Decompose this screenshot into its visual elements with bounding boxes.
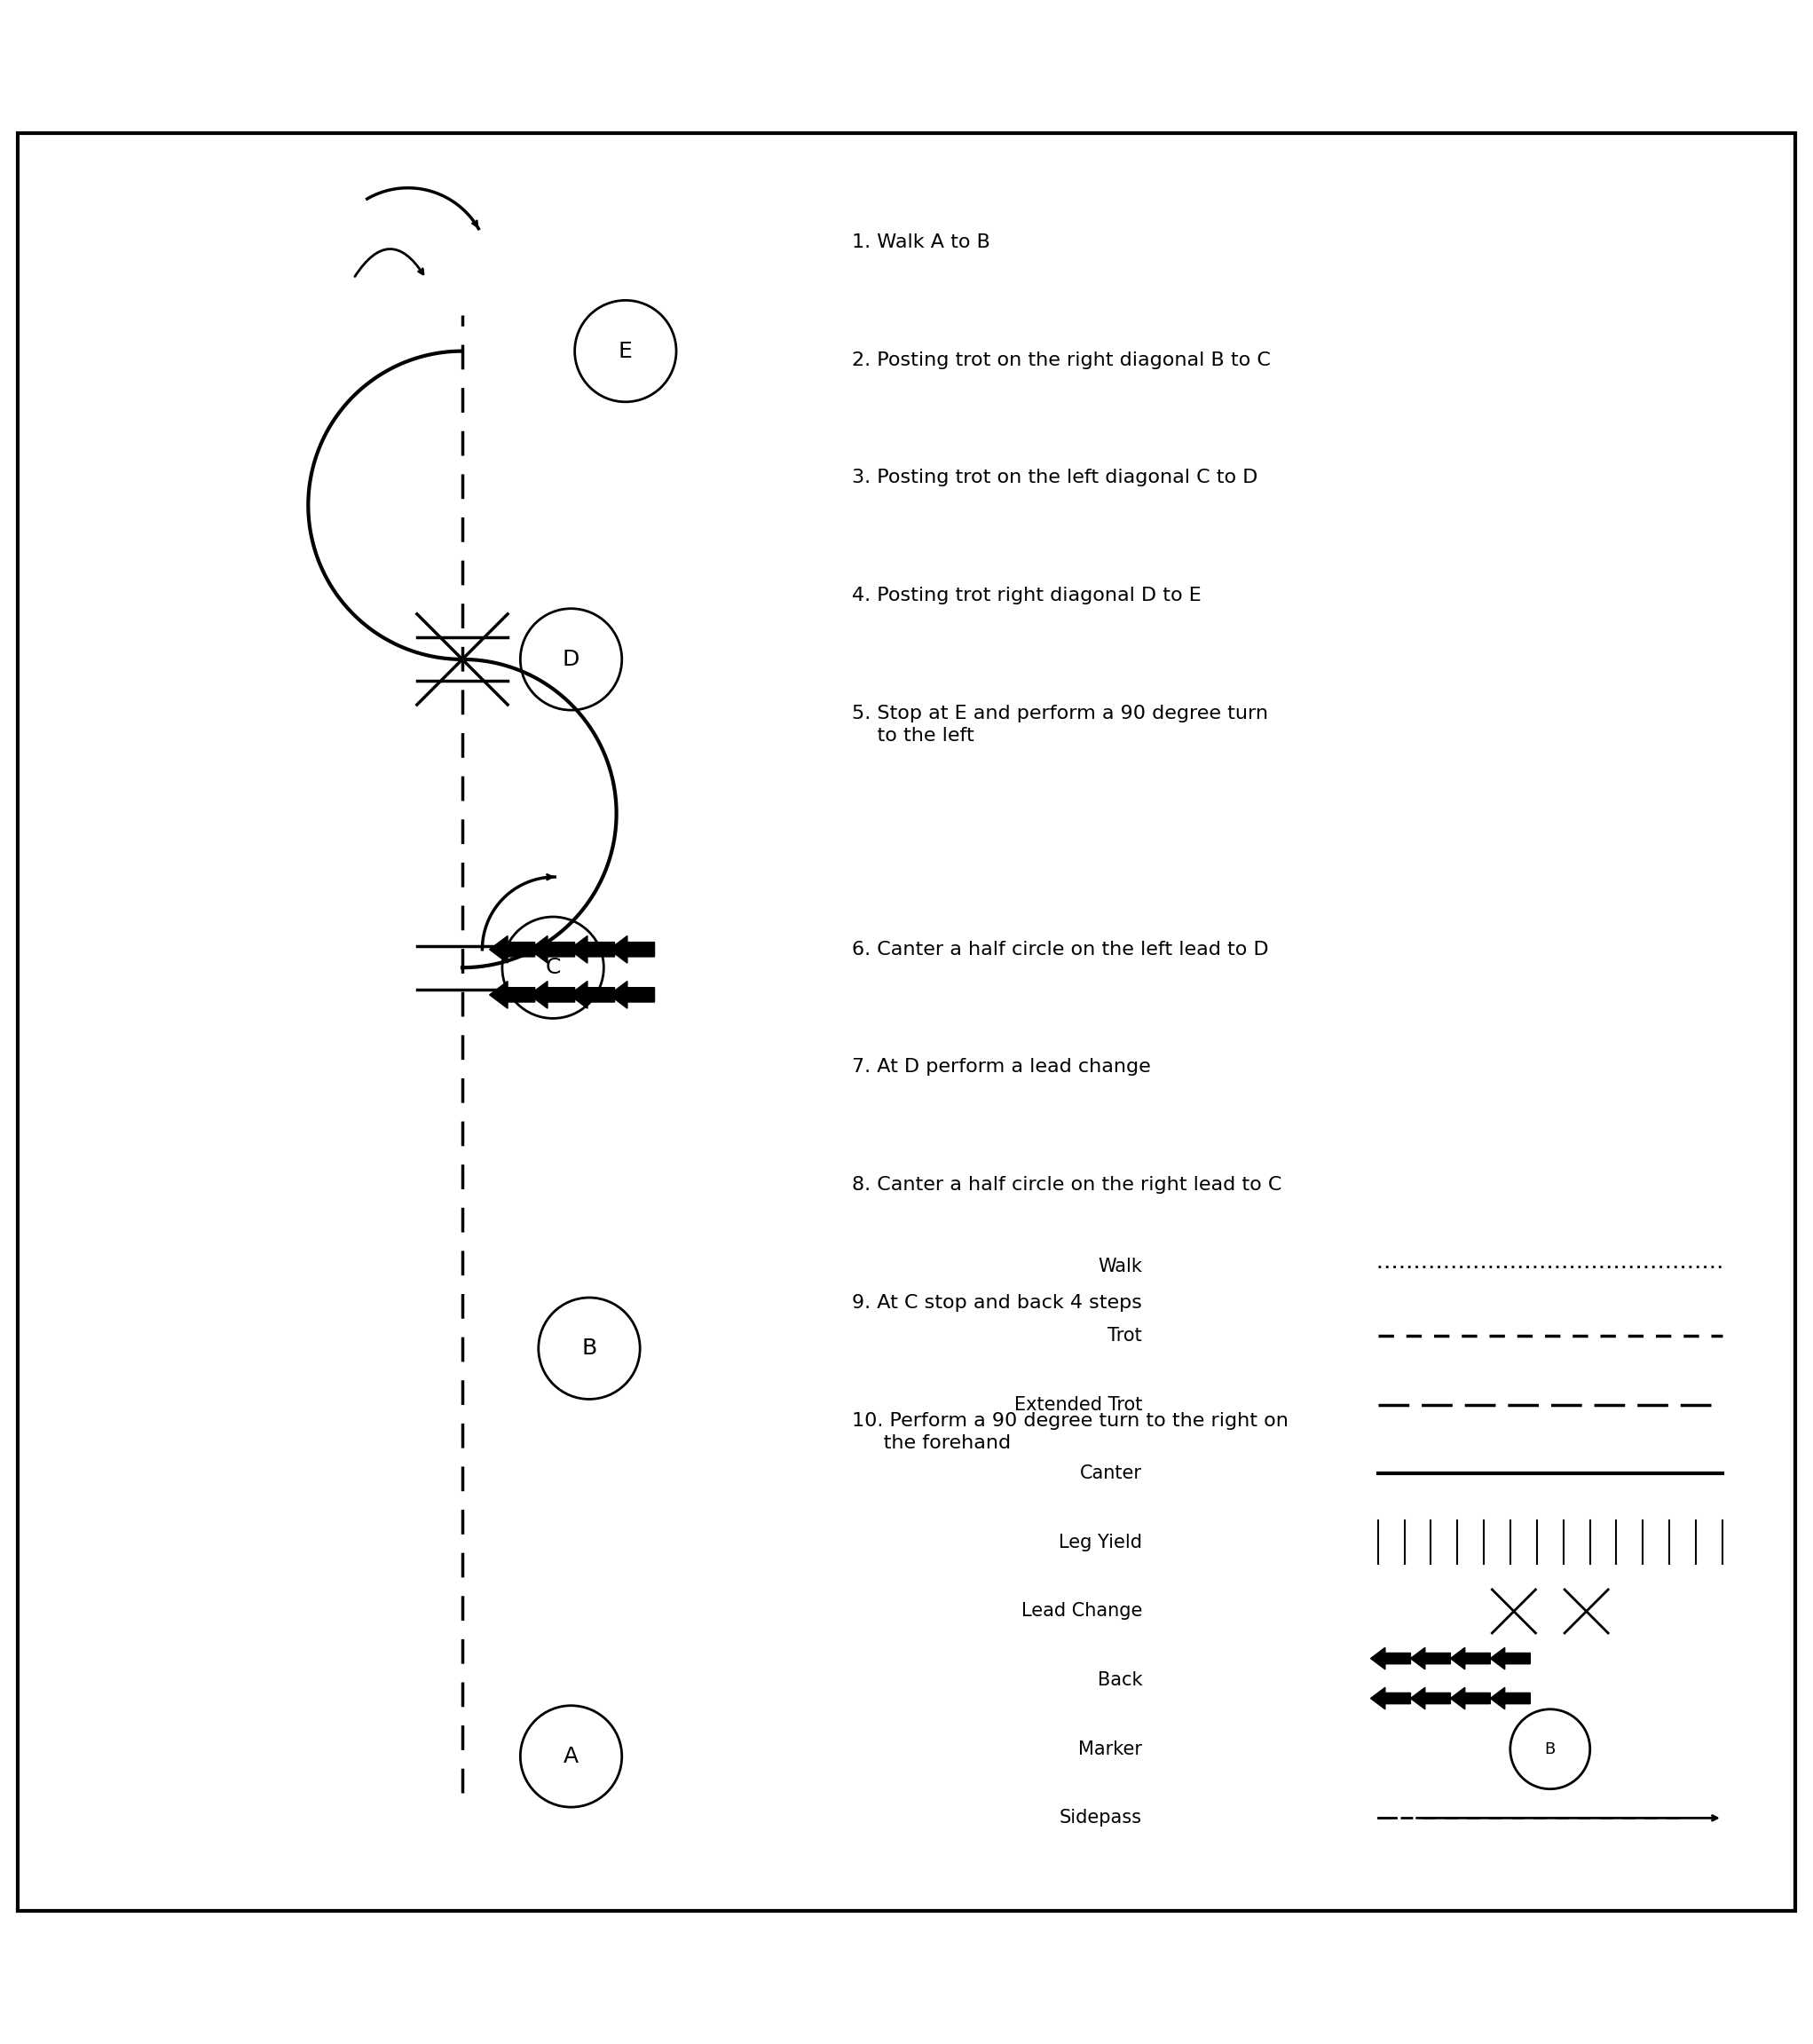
Text: Sidepass: Sidepass	[1059, 1809, 1142, 1827]
FancyArrow shape	[1490, 1647, 1530, 1670]
Text: 3. Posting trot on the left diagonal C to D: 3. Posting trot on the left diagonal C t…	[852, 468, 1258, 486]
Text: Back: Back	[1097, 1672, 1142, 1688]
FancyArrow shape	[1450, 1688, 1490, 1709]
Text: 2. Posting trot on the right diagonal B to C: 2. Posting trot on the right diagonal B …	[852, 352, 1271, 368]
FancyArrow shape	[529, 981, 575, 1008]
FancyArrow shape	[569, 936, 615, 963]
FancyArrow shape	[1411, 1688, 1450, 1709]
Text: Trot: Trot	[1108, 1327, 1142, 1345]
FancyArrow shape	[609, 936, 654, 963]
FancyArrow shape	[529, 936, 575, 963]
Text: A: A	[564, 1746, 578, 1766]
Text: 6. Canter a half circle on the left lead to D: 6. Canter a half circle on the left lead…	[852, 940, 1269, 959]
FancyArrow shape	[1411, 1647, 1450, 1670]
Text: 10. Perform a 90 degree turn to the right on
     the forehand: 10. Perform a 90 degree turn to the righ…	[852, 1412, 1289, 1451]
Text: 1. Walk A to B: 1. Walk A to B	[852, 233, 990, 251]
FancyArrow shape	[1371, 1688, 1411, 1709]
Text: Extended Trot: Extended Trot	[1013, 1396, 1142, 1414]
Text: Leg Yield: Leg Yield	[1059, 1533, 1142, 1551]
FancyArrow shape	[609, 981, 654, 1008]
Text: 7. At D perform a lead change: 7. At D perform a lead change	[852, 1059, 1151, 1075]
Text: 4. Posting trot right diagonal D to E: 4. Posting trot right diagonal D to E	[852, 587, 1202, 605]
Text: Lead Change: Lead Change	[1021, 1602, 1142, 1621]
Text: Canter: Canter	[1081, 1466, 1142, 1482]
Text: C: C	[546, 957, 560, 979]
Text: Walk: Walk	[1099, 1257, 1142, 1275]
Text: 5. Stop at E and perform a 90 degree turn
    to the left: 5. Stop at E and perform a 90 degree tur…	[852, 705, 1269, 744]
FancyArrow shape	[490, 981, 535, 1008]
Text: 8. Canter a half circle on the right lead to C: 8. Canter a half circle on the right lea…	[852, 1175, 1282, 1194]
FancyArrow shape	[1371, 1647, 1411, 1670]
Text: B: B	[582, 1337, 596, 1359]
Text: B: B	[1545, 1741, 1556, 1758]
FancyArrow shape	[1450, 1647, 1490, 1670]
FancyArrow shape	[569, 981, 615, 1008]
Text: 9. At C stop and back 4 steps: 9. At C stop and back 4 steps	[852, 1294, 1142, 1312]
Text: Marker: Marker	[1079, 1739, 1142, 1758]
Text: E: E	[618, 341, 633, 362]
Text: D: D	[562, 648, 580, 670]
FancyArrow shape	[490, 936, 535, 963]
FancyArrow shape	[1490, 1688, 1530, 1709]
